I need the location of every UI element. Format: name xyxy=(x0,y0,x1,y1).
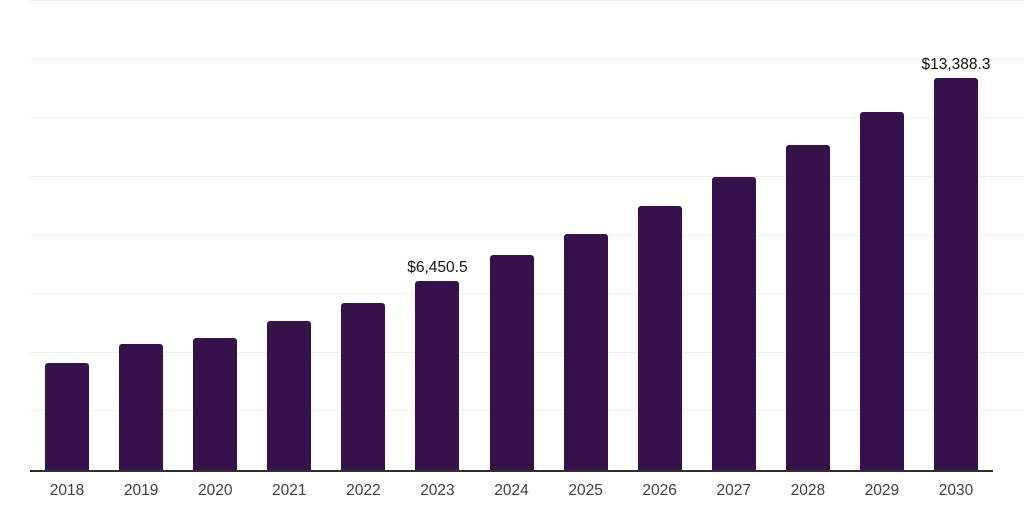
bar-2018 xyxy=(45,362,90,470)
x-axis-labels: 2018 2019 2020 2021 2022 2023 2024 2025 2026 2027… xyxy=(30,481,993,500)
bar-slot-2030: $13,388.3 xyxy=(919,1,993,470)
bar-2021 xyxy=(267,321,312,470)
gridline xyxy=(30,0,1024,1)
bar-2028 xyxy=(785,145,830,470)
bars-layer: $6,450.5 $13,388.3 xyxy=(30,1,993,470)
bar-slot-2025 xyxy=(549,1,623,470)
x-tick-label-2020: 2020 xyxy=(197,482,233,499)
bar-2023 xyxy=(415,280,460,470)
x-tick-label-2026: 2026 xyxy=(642,482,677,499)
bar-slot-2019 xyxy=(104,1,178,470)
bar-slot-2020 xyxy=(178,1,252,470)
gridline xyxy=(30,234,1024,236)
gridline xyxy=(30,117,1024,119)
bar-2020 xyxy=(193,337,238,470)
bar-slot-2028 xyxy=(771,1,845,470)
bar-slot-2024 xyxy=(474,1,548,470)
bar-slot-2029 xyxy=(845,1,919,470)
bar-2025 xyxy=(563,233,608,470)
x-tick-label-2018: 2018 xyxy=(49,482,85,499)
x-tick-label-2028: 2028 xyxy=(790,482,826,499)
bar-2022 xyxy=(341,302,386,470)
x-tick-label-2019: 2019 xyxy=(123,482,159,499)
gridline xyxy=(30,58,1024,60)
bar-2027 xyxy=(711,177,756,470)
x-tick-label-2025: 2025 xyxy=(568,482,603,499)
bar-2024 xyxy=(489,255,534,470)
bar-value-label-2023: $6,450.5 xyxy=(407,258,468,276)
x-tick-label-2024: 2024 xyxy=(494,482,529,499)
gridline xyxy=(30,175,1024,177)
bar-slot-2023: $6,450.5 xyxy=(400,1,474,470)
x-axis-line xyxy=(30,470,993,472)
bar-2019 xyxy=(119,344,164,470)
bar-slot-2018 xyxy=(30,1,104,470)
bar-value-label-2030: $13,388.3 xyxy=(921,55,991,73)
x-tick-label-2022: 2022 xyxy=(346,482,381,499)
x-tick-label-2029: 2029 xyxy=(864,482,900,499)
x-tick-label-2021: 2021 xyxy=(272,482,307,499)
bar-2030 xyxy=(933,77,978,470)
bar-slot-2022 xyxy=(326,1,400,470)
bar-2029 xyxy=(859,111,904,470)
x-tick-label-2023: 2023 xyxy=(420,482,455,499)
x-tick-label-2027: 2027 xyxy=(716,482,751,499)
x-tick-label-2030: 2030 xyxy=(938,482,974,499)
bar-slot-2026 xyxy=(623,1,697,470)
bar-2026 xyxy=(637,206,682,470)
bar-slot-2027 xyxy=(697,1,771,470)
bar-slot-2021 xyxy=(252,1,326,470)
